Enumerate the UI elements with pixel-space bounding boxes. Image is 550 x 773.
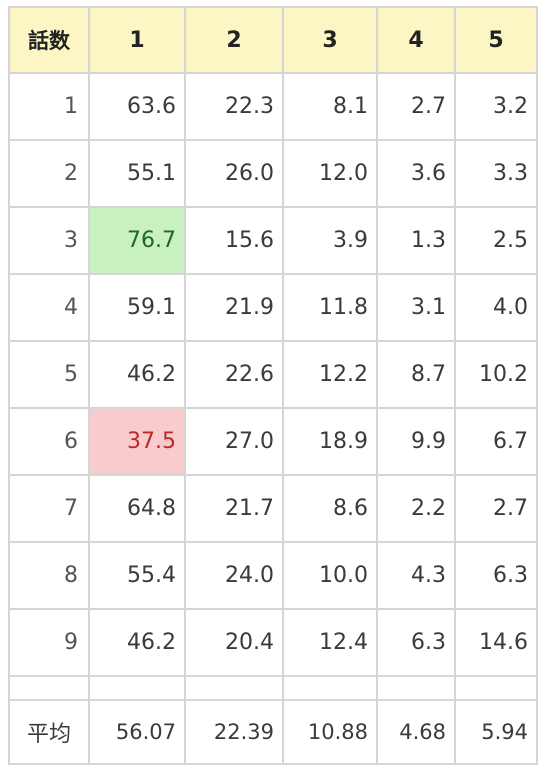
value-cell: 27.0: [184, 407, 284, 476]
value-cell: 2.7: [376, 72, 456, 141]
average-value-cell: 22.39: [184, 699, 284, 765]
value-cell: 6.3: [454, 541, 538, 610]
value-cell: 12.4: [282, 608, 378, 677]
value-cell: 2.7: [454, 474, 538, 543]
value-cell: 24.0: [184, 541, 284, 610]
spacer-cell: [376, 675, 456, 701]
value-cell: 3.1: [376, 273, 456, 342]
lowest-value-cell: 37.5: [88, 407, 186, 476]
value-cell: 8.6: [282, 474, 378, 543]
value-cell: 59.1: [88, 273, 186, 342]
value-cell: 55.4: [88, 541, 186, 610]
spacer-cell: [282, 675, 378, 701]
spacer-cell: [184, 675, 284, 701]
value-cell: 46.2: [88, 608, 186, 677]
value-cell: 1.3: [376, 206, 456, 275]
value-cell: 8.7: [376, 340, 456, 409]
value-cell: 9.9: [376, 407, 456, 476]
highest-value-cell: 76.7: [88, 206, 186, 275]
value-cell: 2.2: [376, 474, 456, 543]
value-cell: 4.3: [376, 541, 456, 610]
value-cell: 3.2: [454, 72, 538, 141]
spacer-cell: [8, 675, 90, 701]
value-cell: 6.7: [454, 407, 538, 476]
value-cell: 15.6: [184, 206, 284, 275]
table-row: 4 59.1 21.9 11.8 3.1 4.0: [8, 273, 538, 342]
episode-cell: 6: [8, 407, 90, 476]
table-row: 7 64.8 21.7 8.6 2.2 2.7: [8, 474, 538, 543]
value-cell: 8.1: [282, 72, 378, 141]
table-row: 5 46.2 22.6 12.2 8.7 10.2: [8, 340, 538, 409]
value-cell: 64.8: [88, 474, 186, 543]
value-cell: 3.6: [376, 139, 456, 208]
table-row: 9 46.2 20.4 12.4 6.3 14.6: [8, 608, 538, 677]
spacer-cell: [88, 675, 186, 701]
value-cell: 3.9: [282, 206, 378, 275]
value-cell: 22.6: [184, 340, 284, 409]
episode-cell: 8: [8, 541, 90, 610]
value-cell: 21.9: [184, 273, 284, 342]
header-col-4: 4: [376, 6, 456, 74]
spacer-row: [8, 675, 538, 701]
ratings-table: 話数 1 2 3 4 5 1 63.6 22.3 8.1 2.7 3.2 2 5…: [8, 6, 538, 765]
episode-cell: 7: [8, 474, 90, 543]
value-cell: 46.2: [88, 340, 186, 409]
value-cell: 6.3: [376, 608, 456, 677]
spacer-cell: [454, 675, 538, 701]
value-cell: 10.2: [454, 340, 538, 409]
table-row: 8 55.4 24.0 10.0 4.3 6.3: [8, 541, 538, 610]
header-episode: 話数: [8, 6, 90, 74]
value-cell: 26.0: [184, 139, 284, 208]
value-cell: 11.8: [282, 273, 378, 342]
header-row: 話数 1 2 3 4 5: [8, 6, 538, 74]
value-cell: 3.3: [454, 139, 538, 208]
value-cell: 55.1: [88, 139, 186, 208]
table-row: 1 63.6 22.3 8.1 2.7 3.2: [8, 72, 538, 141]
episode-cell: 1: [8, 72, 90, 141]
table-row: 3 76.7 15.6 3.9 1.3 2.5: [8, 206, 538, 275]
episode-cell: 3: [8, 206, 90, 275]
header-col-5: 5: [454, 6, 538, 74]
header-col-1: 1: [88, 6, 186, 74]
value-cell: 21.7: [184, 474, 284, 543]
value-cell: 12.2: [282, 340, 378, 409]
average-value-cell: 5.94: [454, 699, 538, 765]
episode-cell: 5: [8, 340, 90, 409]
value-cell: 14.6: [454, 608, 538, 677]
average-label: 平均: [8, 699, 90, 765]
value-cell: 2.5: [454, 206, 538, 275]
ratings-table-container: 話数 1 2 3 4 5 1 63.6 22.3 8.1 2.7 3.2 2 5…: [8, 6, 538, 765]
average-value-cell: 10.88: [282, 699, 378, 765]
value-cell: 12.0: [282, 139, 378, 208]
table-row: 2 55.1 26.0 12.0 3.6 3.3: [8, 139, 538, 208]
header-col-3: 3: [282, 6, 378, 74]
value-cell: 63.6: [88, 72, 186, 141]
value-cell: 20.4: [184, 608, 284, 677]
header-col-2: 2: [184, 6, 284, 74]
value-cell: 4.0: [454, 273, 538, 342]
episode-cell: 9: [8, 608, 90, 677]
episode-cell: 2: [8, 139, 90, 208]
average-row: 平均 56.07 22.39 10.88 4.68 5.94: [8, 699, 538, 765]
table-row: 6 37.5 27.0 18.9 9.9 6.7: [8, 407, 538, 476]
episode-cell: 4: [8, 273, 90, 342]
value-cell: 18.9: [282, 407, 378, 476]
average-value-cell: 4.68: [376, 699, 456, 765]
value-cell: 22.3: [184, 72, 284, 141]
value-cell: 10.0: [282, 541, 378, 610]
average-value-cell: 56.07: [88, 699, 186, 765]
